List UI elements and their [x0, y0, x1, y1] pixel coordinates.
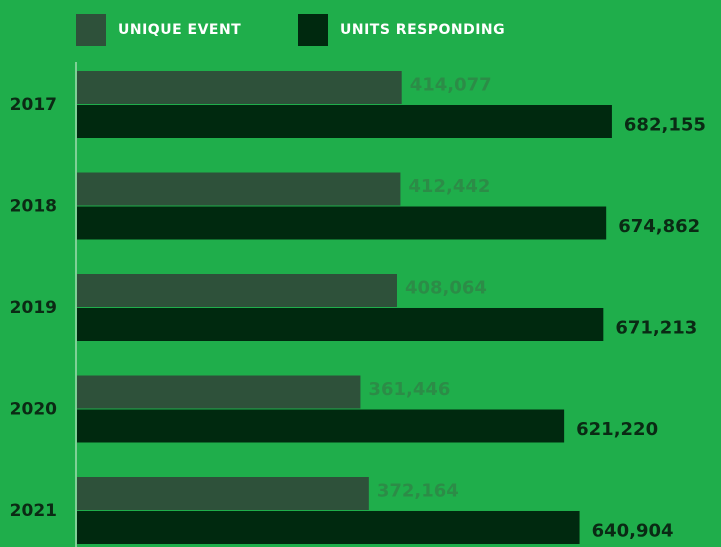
- y-tick-label: 2020: [10, 400, 57, 420]
- value-label: 414,077: [410, 75, 492, 96]
- value-label: 640,904: [592, 521, 674, 542]
- bar: [77, 409, 565, 443]
- value-label: 674,862: [618, 216, 700, 237]
- bar: [77, 477, 369, 510]
- bar: [77, 71, 402, 104]
- bar: [77, 308, 604, 341]
- bar: [77, 511, 580, 544]
- value-label: 671,213: [615, 318, 697, 339]
- value-label: 361,446: [368, 379, 450, 400]
- y-tick-label: 2019: [10, 298, 57, 318]
- value-label: 372,164: [377, 481, 459, 502]
- value-label: 412,442: [408, 176, 490, 197]
- bar: [77, 105, 612, 138]
- value-label: 682,155: [624, 115, 706, 136]
- y-tick-label: 2021: [10, 501, 57, 521]
- bar: [77, 206, 607, 240]
- legend-swatch: [298, 14, 328, 46]
- value-label: 621,220: [576, 419, 658, 440]
- bar: [77, 274, 397, 307]
- y-tick-label: 2018: [10, 197, 57, 217]
- bar: [77, 375, 361, 409]
- value-label: 408,064: [405, 278, 487, 299]
- y-tick-label: 2017: [10, 95, 57, 115]
- legend-label: UNITS RESPONDING: [340, 22, 505, 38]
- legend-label: UNIQUE EVENT: [118, 22, 241, 38]
- bar: [77, 172, 401, 206]
- legend-swatch: [76, 14, 106, 46]
